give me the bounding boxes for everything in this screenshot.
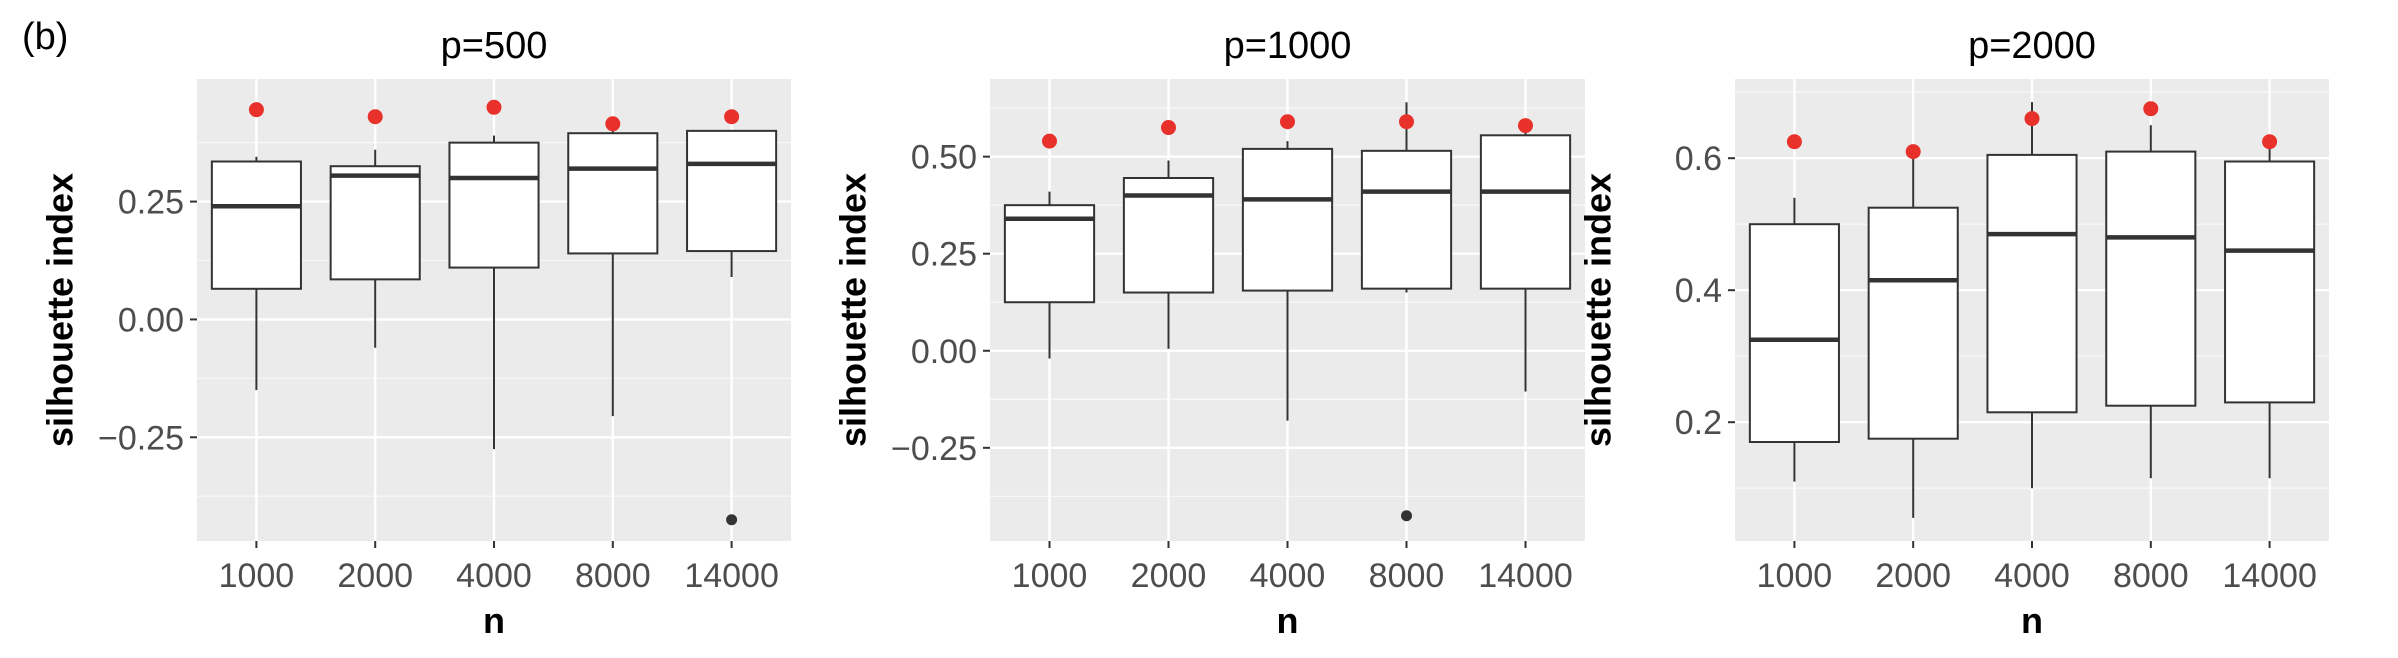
panel2-highlight-point-2000: [1161, 120, 1176, 136]
panel1-xtick-label: 4000: [456, 557, 532, 595]
panel3-box-8000: [2105, 150, 2197, 407]
panel3-xlabel: n: [2021, 600, 2043, 641]
panel1-ytick-label: 0.25: [118, 184, 184, 222]
panel3-ylabel: silhouette index: [1578, 173, 1619, 447]
panel3-xtick-label: 8000: [2113, 557, 2189, 595]
panel1-title: p=500: [441, 25, 548, 67]
panel1-outlier-14000: [726, 514, 738, 526]
panel3-xtick-label: 2000: [1875, 557, 1951, 595]
panel3-box-14000: [2224, 160, 2316, 404]
panel1-highlight-point-2000: [367, 109, 383, 125]
panel1-xtick-label: 1000: [219, 557, 295, 595]
panel1-xtick-label: 14000: [684, 557, 779, 595]
panel2-highlight-point-4000: [1280, 114, 1295, 130]
panel3-highlight-point-4000: [2024, 111, 2040, 127]
panel3-ytick-label: 0.6: [1675, 140, 1722, 178]
panel1-ytick-label: 0.00: [118, 301, 184, 339]
panel2-xtick-label: 2000: [1131, 557, 1207, 595]
panel3-highlight-point-2000: [1905, 144, 1921, 160]
panel2-xtick-label: 4000: [1250, 557, 1326, 595]
panel3-ytick-label: 0.4: [1675, 272, 1722, 310]
panel3-xtick-label: 14000: [2222, 557, 2317, 595]
panel2-ylabel: silhouette index: [833, 173, 874, 447]
panel3-box-2000: [1867, 206, 1959, 440]
panel2-xtick-label: 8000: [1369, 557, 1445, 595]
panel2-highlight-point-14000: [1518, 118, 1533, 134]
panel1-box-14000: [686, 129, 778, 253]
panel1-xlabel: n: [483, 600, 505, 641]
panel2-highlight-point-8000: [1399, 114, 1414, 130]
panel2-highlight-point-1000: [1042, 133, 1057, 149]
panel2-box-14000: [1479, 134, 1572, 290]
panel3-ytick-label: 0.2: [1675, 404, 1722, 442]
panel1-box-2000: [329, 165, 421, 281]
panel3-box-1000: [1748, 223, 1840, 443]
panel3-xtick-label: 4000: [1994, 557, 2070, 595]
panel2-ytick-label: 0.00: [911, 333, 977, 371]
figure-panel-label: (b): [22, 16, 69, 58]
panel3-xtick-label: 1000: [1757, 557, 1833, 595]
panel2-ytick-label: 0.25: [911, 236, 977, 274]
panel1-highlight-point-8000: [605, 116, 621, 132]
panel2-outlier-8000: [1401, 510, 1412, 522]
panel1-box-8000: [567, 132, 659, 255]
panel2-ytick-label: −0.25: [891, 430, 977, 468]
panel1-ytick-label: −0.25: [98, 419, 184, 457]
panel2-xtick-label: 1000: [1012, 557, 1088, 595]
panel1-xtick-label: 8000: [575, 557, 651, 595]
panel1-highlight-point-1000: [248, 102, 264, 118]
panel1-ylabel: silhouette index: [40, 173, 81, 447]
panel3-box-4000: [1986, 153, 2078, 414]
panel1-box-4000: [448, 141, 540, 269]
panel1-highlight-point-4000: [486, 99, 502, 115]
panel1-xtick-label: 2000: [337, 557, 413, 595]
panel2-title: p=1000: [1224, 25, 1352, 67]
panel3-highlight-point-1000: [1786, 134, 1802, 150]
panel3-highlight-point-8000: [2143, 101, 2159, 117]
panel2-box-8000: [1360, 149, 1453, 290]
panel2-box-1000: [1003, 204, 1096, 304]
panel2-xlabel: n: [1277, 600, 1299, 641]
panel2-xtick-label: 14000: [1478, 557, 1573, 595]
panel2-box-4000: [1241, 147, 1334, 292]
panel1-box-1000: [210, 160, 302, 290]
panel1-highlight-point-14000: [724, 109, 740, 125]
panel2-ytick-label: 0.50: [911, 139, 977, 177]
panel3-highlight-point-14000: [2262, 134, 2278, 150]
panel3-title: p=2000: [1968, 25, 2096, 67]
